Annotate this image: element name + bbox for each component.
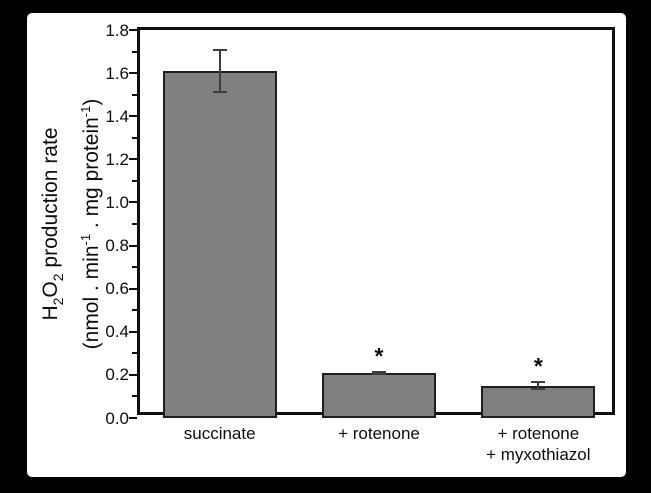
y-minor-tick bbox=[132, 93, 137, 96]
y-tick-label: 1.6 bbox=[105, 63, 129, 83]
error-bar-stem bbox=[537, 381, 540, 390]
significance-star-2: * bbox=[533, 353, 543, 380]
error-bar-cap-bottom bbox=[212, 90, 227, 93]
plot-frame: * * bbox=[137, 27, 618, 418]
error-bar-stem bbox=[218, 49, 221, 93]
y-minor-tick bbox=[132, 352, 137, 355]
y-tick-label: 0.6 bbox=[105, 279, 129, 299]
error-bar-cap-top bbox=[372, 370, 386, 373]
y-tick-label: 0.2 bbox=[105, 365, 129, 385]
y-major-tick bbox=[129, 287, 137, 290]
chart-panel: H2O2 production rate (nmol . min-1 . mg … bbox=[27, 13, 626, 477]
y-tick-label: 0.0 bbox=[105, 408, 129, 428]
category-label-1: + rotenone bbox=[284, 423, 474, 444]
y-tick-label: 1.0 bbox=[105, 192, 129, 212]
category-label-0: succinate bbox=[125, 423, 315, 444]
y-tick-label: 1.8 bbox=[105, 20, 129, 40]
y-tick-label: 1.4 bbox=[105, 106, 129, 126]
bar-0 bbox=[162, 70, 277, 418]
y-minor-tick bbox=[132, 266, 137, 269]
error-bar-cap-bottom bbox=[531, 387, 546, 390]
y-major-tick bbox=[129, 72, 137, 75]
y-major-tick bbox=[129, 29, 137, 31]
y-tick-label: 0.4 bbox=[105, 322, 129, 342]
bar-2 bbox=[481, 385, 596, 418]
y-major-tick bbox=[129, 417, 137, 419]
y-tick-label: 0.8 bbox=[105, 236, 129, 256]
category-label-line: + rotenone bbox=[497, 424, 580, 443]
error-bar-cap-bottom bbox=[372, 372, 386, 375]
y-major-tick bbox=[129, 201, 137, 204]
y-minor-tick bbox=[132, 136, 137, 139]
error-bar-0 bbox=[212, 49, 227, 93]
y-minor-tick bbox=[132, 395, 137, 398]
bar-1 bbox=[322, 372, 436, 418]
y-major-tick bbox=[129, 373, 137, 376]
category-label-2: + rotenone + myxothiazol bbox=[443, 423, 633, 465]
y-major-tick bbox=[129, 330, 137, 333]
category-label-line: succinate bbox=[183, 424, 256, 443]
error-bar-stem bbox=[378, 370, 380, 375]
y-major-tick bbox=[129, 115, 137, 118]
plot-area: * * bbox=[140, 30, 618, 418]
error-bar-2 bbox=[531, 381, 546, 390]
category-label-line: + rotenone bbox=[338, 424, 420, 443]
y-minor-tick bbox=[132, 179, 137, 182]
error-bar-1 bbox=[372, 370, 386, 375]
y-minor-tick bbox=[132, 309, 137, 312]
y-tick-label: 1.2 bbox=[105, 149, 129, 169]
y-minor-tick bbox=[132, 50, 137, 53]
y-minor-tick bbox=[132, 223, 137, 225]
error-bar-cap-top bbox=[531, 381, 546, 384]
y-major-tick bbox=[129, 158, 137, 161]
y-major-tick bbox=[129, 244, 137, 247]
significance-star-1: * bbox=[374, 342, 384, 369]
category-label-line: + myxothiazol bbox=[486, 445, 591, 464]
error-bar-cap-top bbox=[212, 49, 227, 52]
